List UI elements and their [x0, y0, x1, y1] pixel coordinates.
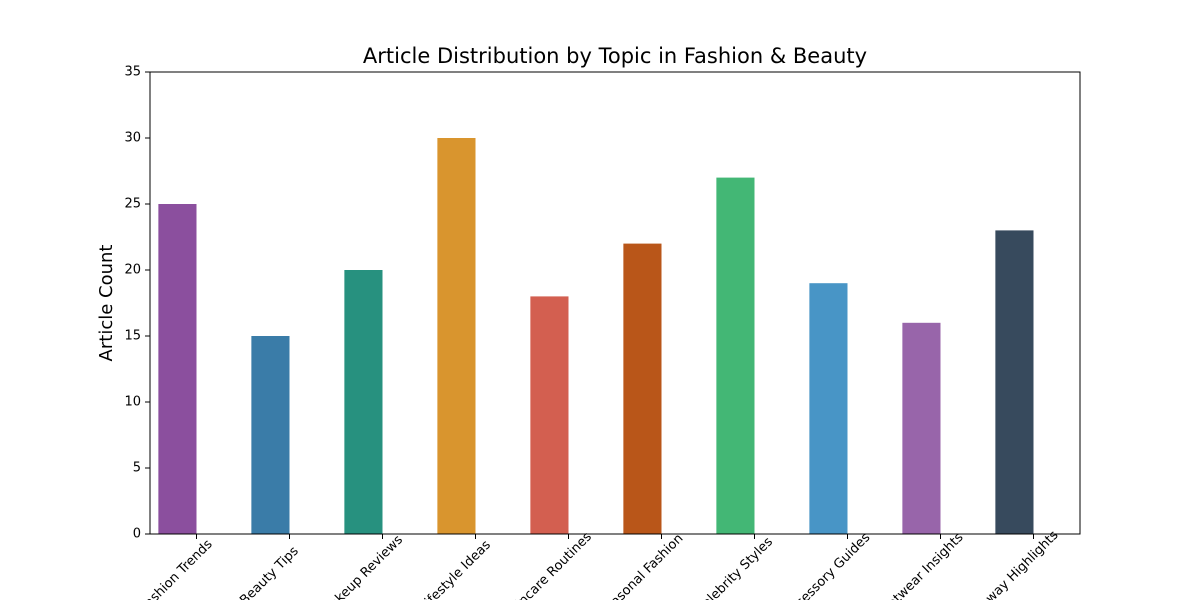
- y-tick-label: 15: [124, 329, 141, 344]
- x-tick-label: Seasonal Fashion: [597, 531, 687, 600]
- bar: [716, 177, 755, 534]
- x-tick-label: Runway Highlights: [965, 528, 1061, 600]
- y-tick-label: 20: [124, 263, 141, 278]
- y-tick-label: 35: [124, 65, 141, 80]
- y-tick-label: 5: [133, 461, 141, 476]
- x-tick-label: Footwear Insights: [875, 530, 967, 600]
- x-tick-label: Celebrity Styles: [693, 534, 776, 600]
- bar: [530, 296, 569, 534]
- x-tick-label: Skincare Routines: [502, 529, 595, 600]
- x-tick-label: Accessory Guides: [782, 530, 874, 600]
- y-axis-label: Article Count: [96, 245, 117, 362]
- x-tick-label: Fashion Trends: [137, 537, 215, 600]
- bar: [251, 336, 290, 534]
- x-tick-label: Beauty Tips: [237, 544, 302, 600]
- plot-frame: [149, 71, 1081, 535]
- bar: [902, 322, 941, 534]
- bar: [623, 243, 662, 534]
- bar: [437, 138, 476, 534]
- bar: [344, 270, 383, 534]
- y-tick-label: 0: [133, 527, 141, 542]
- y-tick-label: 25: [124, 197, 141, 212]
- x-tick-label: Makeup Reviews: [319, 532, 406, 600]
- y-tick-label: 10: [124, 395, 141, 410]
- x-tick-label: Lifestyle Ideas: [417, 537, 494, 600]
- bar: [158, 204, 197, 534]
- y-tick-label: 30: [124, 131, 141, 146]
- bar: [995, 230, 1034, 534]
- bar: [809, 283, 848, 534]
- chart-title: Article Distribution by Topic in Fashion…: [363, 44, 867, 68]
